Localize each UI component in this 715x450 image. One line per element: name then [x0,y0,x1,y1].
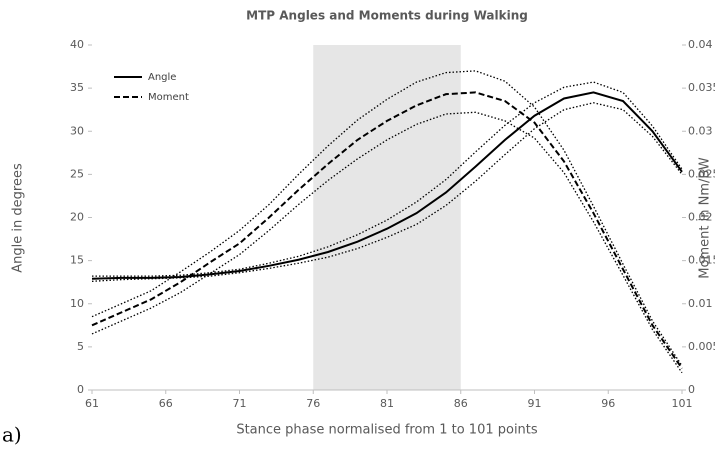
y2-tick-label: 0.03 [688,124,713,137]
y-tick-label: 10 [70,297,84,310]
y2-tick-label: 0.02 [688,211,713,224]
legend-label: Angle [148,72,176,83]
y2-tick-label: 0.005 [688,340,715,353]
x-tick-label: 96 [601,397,615,410]
x-tick-label: 71 [233,397,247,410]
y-tick-label: 25 [70,167,84,180]
y-tick-label: 5 [77,340,84,353]
y-tick-label: 15 [70,254,84,267]
y2-tick-label: 0 [688,383,695,396]
y2-tick-label: 0.035 [688,81,715,94]
legend-label: Moment [148,92,189,103]
x-tick-label: 81 [380,397,394,410]
x-tick-label: 61 [85,397,99,410]
y-tick-label: 20 [70,211,84,224]
y-tick-label: 30 [70,124,84,137]
x-tick-label: 86 [454,397,468,410]
x-axis-label: Stance phase normalised from 1 to 101 po… [236,423,538,438]
y2-tick-label: 0.04 [688,38,713,51]
x-tick-label: 76 [306,397,320,410]
y-tick-label: 0 [77,383,84,396]
x-tick-label: 91 [528,397,542,410]
lower-bound-line [91,111,683,374]
y2-tick-label: 0.015 [688,254,715,267]
y-tick-label: 40 [70,38,84,51]
y-axis-label: Angle in degrees [11,163,26,273]
y2-tick-label: 0.025 [688,167,715,180]
y2-tick-label: 0.01 [688,297,713,310]
panel-label: a) [2,423,22,447]
lower-bound-line [91,102,683,282]
series-line [91,91,683,370]
x-tick-label: 101 [672,397,693,410]
shaded-region [313,45,461,390]
chart-title: MTP Angles and Moments during Walking [246,9,528,23]
y2-axis-label: Moment in Nm/BW [698,157,713,279]
y-tick-label: 35 [70,81,84,94]
x-tick-label: 66 [159,397,173,410]
